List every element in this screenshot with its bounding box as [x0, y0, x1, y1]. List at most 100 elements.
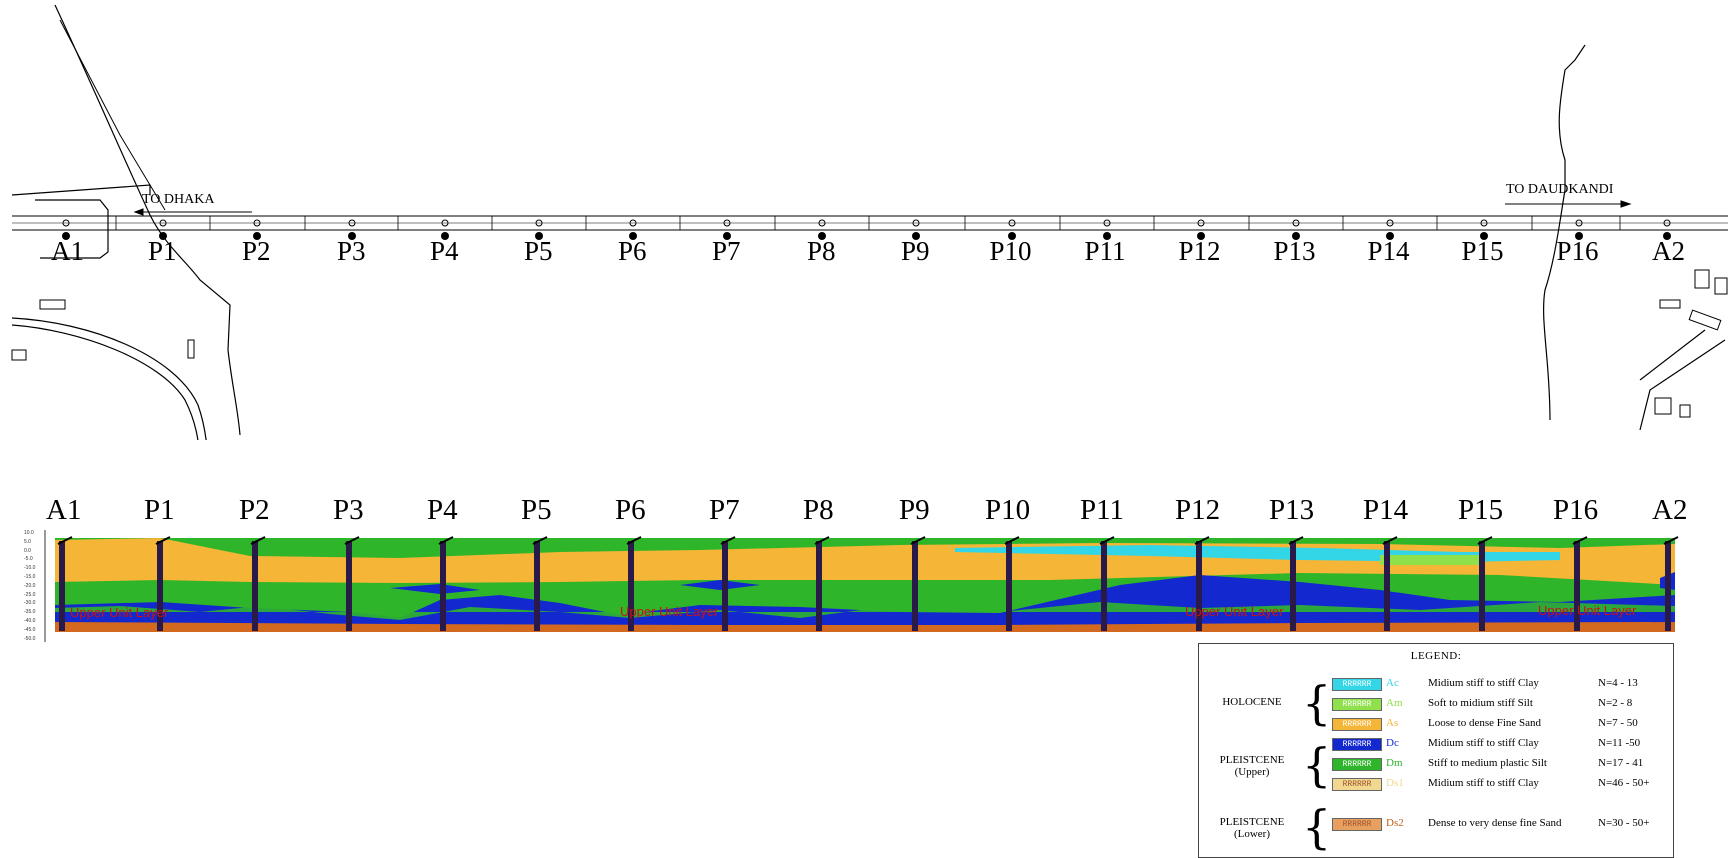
pier-column	[59, 541, 65, 631]
plan-pier-top-marker	[912, 219, 920, 227]
y-tick-label: -10.0	[24, 565, 36, 572]
section-pier-label: P5	[521, 494, 552, 526]
section-pier-label: P1	[144, 494, 175, 526]
plan-pier-marker	[253, 232, 261, 240]
plan-pier-top-marker	[1197, 219, 1205, 227]
section-pier-columns	[57, 536, 1679, 631]
plan-pier-marker	[1480, 232, 1488, 240]
pier-cap-marker	[250, 536, 266, 545]
plan-pier-label: P15	[1461, 236, 1504, 266]
brace-icon: {	[1302, 738, 1332, 792]
plan-pier-top-marker	[1663, 219, 1671, 227]
to-daudkandi-label: TO DAUDKANDI	[1506, 182, 1614, 197]
layer-dc-lower	[55, 575, 1675, 625]
legend-description: Midium stiff to stiff Clay	[1428, 777, 1539, 789]
plan-pier-marker	[723, 232, 731, 240]
legend-row: RRRRRR Dc Midium stiff to stiff Clay N=11 -…	[1332, 737, 1662, 751]
pier-column	[252, 541, 258, 631]
building-1	[1694, 269, 1710, 289]
plan-pier-label: P4	[430, 236, 459, 266]
plan-pier-top-marker	[818, 219, 826, 227]
plan-pier-top-marker	[1292, 219, 1300, 227]
pier-column	[346, 541, 352, 631]
building-7	[39, 299, 66, 310]
legend-row: RRRRRR As Loose to dense Fine Sand N=7 - 50	[1332, 717, 1662, 731]
pier-column	[440, 541, 446, 631]
plan-pier-label: A1	[51, 236, 84, 266]
soil-layers	[55, 538, 1675, 632]
plan-pier-marker	[62, 232, 70, 240]
y-tick-label: 5.0	[24, 538, 31, 545]
pier-column	[1196, 541, 1202, 631]
plan-pier-label: P16	[1556, 236, 1599, 266]
plan-pier-label: P12	[1178, 236, 1221, 266]
plan-pier-top-marker	[535, 219, 543, 227]
legend-swatch: RRRRRR	[1332, 778, 1382, 791]
plan-pier-marker	[1292, 232, 1300, 240]
pier-cap-marker	[438, 536, 454, 545]
pier-cap-marker	[1663, 536, 1679, 545]
section-pier-label: P16	[1553, 494, 1599, 526]
pier-column	[1006, 541, 1012, 631]
plan-pier-top-marker	[159, 219, 167, 227]
red-note-3: Upper Unit Layer	[1185, 604, 1284, 619]
plan-pier-marker	[348, 232, 356, 240]
building-6	[1679, 404, 1691, 418]
plan-pier-marker	[1103, 232, 1111, 240]
section-pier-label: P15	[1458, 494, 1504, 526]
plan-pier-label: P5	[524, 236, 553, 266]
layer-dc-lens-2	[390, 584, 480, 594]
legend-row: RRRRRR Ac Midium stiff to stiff Clay N=4 - …	[1332, 677, 1662, 691]
building-5	[1654, 397, 1672, 415]
pier-column	[628, 541, 634, 631]
plan-pier-label: P2	[242, 236, 271, 266]
red-note-4: Upper Unit Layer	[1538, 603, 1637, 618]
right-road	[1639, 339, 1726, 431]
plan-pier-top-marker	[629, 219, 637, 227]
pier-cap-marker	[720, 536, 736, 545]
legend-swatch: RRRRRR	[1332, 698, 1382, 711]
legend-swatch: RRRRRR	[1332, 718, 1382, 731]
pier-column	[534, 541, 540, 631]
section-pier-label: P10	[985, 494, 1031, 526]
plan-pier-label: P3	[337, 236, 366, 266]
section-pier-label: P14	[1363, 494, 1409, 526]
plan-pier-marker	[159, 232, 167, 240]
section-pier-label: P7	[709, 494, 740, 526]
legend-code: Am	[1386, 697, 1403, 709]
section-pier-label: P8	[803, 494, 834, 526]
left-approach-top	[11, 184, 151, 196]
pier-cap-marker	[1288, 536, 1304, 545]
legend-n-value: N=17 - 41	[1598, 757, 1644, 769]
legend-description: Stiff to medium plastic Silt	[1428, 757, 1547, 769]
legend-swatch: RRRRRR	[1332, 678, 1382, 691]
legend-title: LEGEND:	[1410, 650, 1462, 662]
legend-box: LEGEND: HOLOCENE { PLEISTCENE (Upper) { …	[1198, 643, 1674, 858]
section-pier-label: P6	[615, 494, 646, 526]
y-tick-label: -25.0	[24, 591, 36, 598]
legend-row: RRRRRR Am Soft to midium stiff Silt N=2 - 8	[1332, 697, 1662, 711]
plan-pier-label: P11	[1084, 236, 1126, 266]
plan-pier-top-marker	[441, 219, 449, 227]
legend-description: Soft to midium stiff Silt	[1428, 697, 1533, 709]
plan-pier-marker	[441, 232, 449, 240]
legend-code: Dc	[1386, 737, 1399, 749]
legend-group-pleistocene-upper: PLEISTCENE (Upper)	[1207, 754, 1297, 778]
pier-column	[157, 541, 163, 631]
pier-cap-marker	[1004, 536, 1020, 545]
red-note-1: Upper Unit Layer	[70, 605, 169, 620]
plan-pier-label: P6	[618, 236, 647, 266]
legend-description: Dense to very dense fine Sand	[1428, 817, 1562, 829]
section-pier-label: A2	[1652, 494, 1688, 526]
section-pier-label: A1	[46, 494, 82, 526]
legend-swatch: RRRRRR	[1332, 738, 1382, 751]
legend-group-name: PLEISTCENE	[1219, 754, 1285, 766]
y-tick-label: 0.0	[24, 547, 31, 554]
legend-row: RRRRRR Dm Stiff to medium plastic Silt N=17…	[1332, 757, 1662, 771]
legend-group-sub: (Upper)	[1234, 766, 1270, 778]
legend-code: Ds2	[1386, 817, 1404, 829]
section-pier-label: P11	[1080, 494, 1125, 526]
pier-cap-marker	[1194, 536, 1210, 545]
legend-swatch: RRRRRR	[1332, 818, 1382, 831]
plan-pier-marker	[629, 232, 637, 240]
